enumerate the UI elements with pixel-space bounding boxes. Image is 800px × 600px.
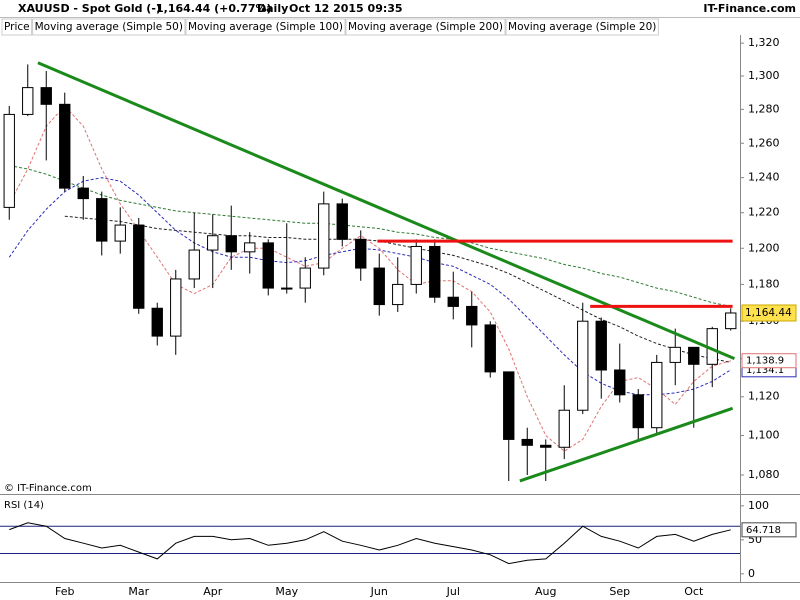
candle-body (170, 278, 182, 337)
y-tick-label: 1,240 (748, 171, 780, 184)
candle-body (77, 187, 89, 200)
candle-body (373, 267, 385, 306)
y-tick-label: 1,280 (748, 102, 780, 115)
x-tick-label: Jun (370, 585, 388, 598)
x-tick-label: Oct (684, 585, 704, 598)
last-value-box (741, 353, 797, 369)
rsi-title: RSI (14) (4, 500, 44, 511)
trendline (37, 61, 736, 361)
candle-body (558, 409, 570, 448)
last-price-label: 1,164.44 (745, 307, 792, 319)
period: Daily (257, 2, 288, 15)
last-value-label: 1,134.1 (746, 365, 784, 376)
candle-body (262, 242, 274, 289)
candle-body (336, 203, 348, 240)
candle-body (207, 235, 219, 251)
legend-item: Moving average (Simple 50) (35, 21, 183, 33)
legend-box (1, 18, 33, 36)
x-tick-label: Sep (609, 585, 630, 598)
legend-item: Moving average (Simple 20) (508, 21, 656, 33)
candle-body (40, 87, 52, 105)
legend-item: Price (4, 21, 30, 33)
candle-body (688, 346, 700, 365)
y-tick-label: 1,260 (748, 136, 780, 149)
x-tick-label: Apr (203, 585, 223, 598)
candle-body (429, 245, 441, 298)
chart-title: XAUUSD - Spot Gold (-) (18, 2, 161, 15)
candle-body (318, 203, 330, 269)
last-value-label: 64.718 (746, 525, 781, 536)
x-tick-label: Mar (128, 585, 149, 598)
candle-body (355, 238, 367, 269)
y-tick-label: 1,100 (748, 429, 780, 442)
watermark: © IT-Finance.com (4, 483, 92, 494)
legend-box (345, 18, 506, 36)
y-tick-label: 1,180 (748, 277, 780, 290)
candle-body (669, 346, 681, 363)
x-tick-label: May (275, 585, 298, 598)
candle-body (188, 249, 200, 280)
candle-body (299, 267, 311, 289)
candle-body (114, 224, 126, 242)
source: IT-Finance.com (703, 2, 796, 15)
candle-body (632, 394, 644, 429)
candle-body (59, 103, 71, 189)
candle-body (447, 296, 459, 307)
x-tick-label: Feb (55, 585, 74, 598)
x-tick-label: Jul (446, 585, 460, 598)
y-tick-label: 1,200 (748, 241, 780, 254)
y-tick-label: 0 (748, 567, 755, 580)
legend-item: Moving average (Simple 100) (188, 21, 343, 33)
candle-body (725, 312, 737, 330)
candle-body (244, 242, 256, 253)
last-quote: 1,164.44 (+0.77%) (156, 2, 272, 15)
legend-box (185, 18, 346, 36)
last-value-box (741, 522, 797, 538)
candle-body (281, 287, 293, 290)
series-line (8, 177, 732, 396)
candle-body (133, 224, 145, 309)
candle-body (225, 235, 237, 253)
y-tick-label: 1,300 (748, 69, 780, 82)
candle-body (466, 305, 478, 326)
legend-box (505, 18, 659, 36)
legend-item: Moving average (Simple 200) (348, 21, 503, 33)
last-value-label: 1,138.9 (746, 356, 784, 367)
trendline (519, 406, 734, 483)
series-line (9, 522, 731, 565)
y-tick-label: 100 (748, 499, 769, 512)
candle-body (503, 371, 515, 440)
candle-body (3, 113, 15, 208)
candle-body (392, 283, 404, 306)
candle-body (151, 307, 163, 337)
candle-body (410, 245, 422, 285)
y-tick-label: 1,120 (748, 390, 780, 403)
series-line (8, 105, 731, 452)
date: Oct 12 2015 09:35 (289, 2, 403, 15)
series-line (64, 215, 731, 363)
y-tick-label: 1,080 (748, 468, 780, 481)
candle-body (521, 438, 533, 446)
last-price-box (741, 304, 797, 322)
candle-body (22, 87, 34, 115)
candle-body (595, 320, 607, 371)
series-line (9, 165, 731, 307)
candle-body (651, 361, 663, 429)
y-tick-label: 1,320 (748, 36, 780, 49)
candle-body (484, 324, 496, 373)
candle-body (577, 320, 589, 411)
x-tick-label: Aug (535, 585, 556, 598)
candle-body (540, 444, 552, 448)
candle-body (614, 369, 626, 396)
candle-body (96, 198, 108, 242)
y-tick-label: 1,220 (748, 206, 780, 219)
legend-box (32, 18, 186, 36)
